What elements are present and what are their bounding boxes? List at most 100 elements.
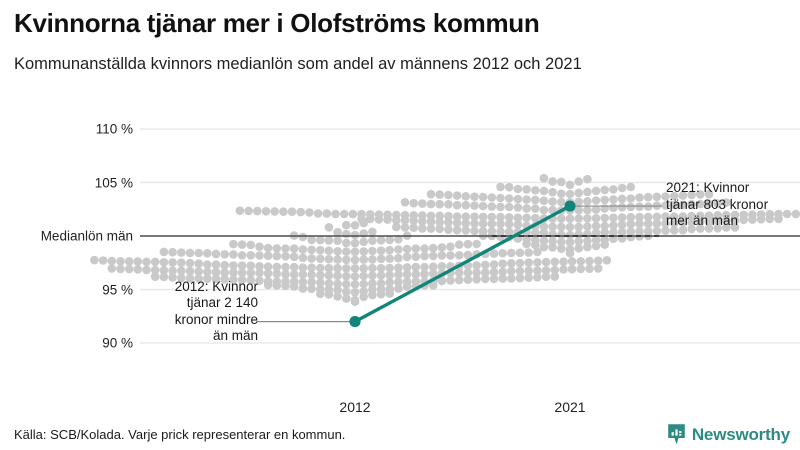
y-axis-tick-label: 110 %	[95, 121, 133, 137]
municipality-dot	[272, 269, 282, 279]
municipality-dot	[565, 222, 575, 232]
municipality-dot	[359, 271, 369, 281]
municipality-dot	[446, 242, 455, 251]
municipality-dot	[296, 207, 306, 217]
municipality-dot	[426, 199, 436, 209]
municipality-dot	[142, 265, 151, 275]
municipality-dot	[583, 197, 592, 206]
municipality-dot	[600, 213, 609, 223]
municipality-dot	[385, 263, 395, 273]
municipality-dot	[609, 221, 618, 230]
municipality-dot	[444, 190, 453, 200]
municipality-dot	[237, 251, 247, 260]
municipality-dot	[342, 287, 351, 297]
municipality-dot	[220, 250, 229, 259]
municipality-dot	[565, 180, 575, 190]
municipality-dot	[557, 197, 566, 207]
municipality-dot	[565, 189, 575, 199]
municipality-dot	[333, 271, 342, 281]
municipality-dot	[643, 227, 653, 236]
municipality-dot	[550, 272, 560, 281]
brand-logo: Newsworthy	[667, 423, 790, 446]
municipality-dot	[617, 183, 627, 193]
municipality-dot	[478, 201, 488, 211]
municipality-dot	[696, 217, 705, 226]
municipality-dot	[557, 244, 566, 253]
source-note: Källa: SCB/Kolada. Varje prick represent…	[14, 427, 346, 442]
municipality-dot	[470, 192, 479, 201]
municipality-dot	[652, 192, 662, 202]
municipality-dot	[316, 271, 325, 280]
municipality-dot	[452, 200, 462, 210]
municipality-dot	[252, 206, 262, 216]
municipality-dot	[316, 254, 325, 264]
municipality-dot	[418, 217, 427, 226]
municipality-dot	[402, 263, 412, 272]
municipality-dot	[333, 247, 342, 256]
municipality-dot	[704, 211, 714, 220]
municipality-dot	[524, 258, 533, 267]
municipality-dot	[722, 210, 731, 220]
municipality-dot	[177, 266, 186, 276]
municipality-dot	[298, 253, 308, 263]
municipality-dot	[307, 263, 316, 273]
municipality-dot	[583, 222, 592, 231]
municipality-dot	[470, 201, 479, 210]
municipality-dot	[400, 210, 410, 220]
municipality-dot	[168, 247, 177, 257]
municipality-dot	[539, 205, 549, 215]
municipality-dot	[583, 205, 592, 215]
municipality-dot	[270, 207, 280, 216]
municipality-dot	[635, 212, 644, 222]
municipality-dot	[350, 230, 360, 240]
municipality-dot	[481, 260, 490, 270]
municipality-dot	[643, 219, 653, 228]
municipality-dot	[281, 277, 290, 286]
municipality-dot	[522, 185, 531, 194]
municipality-dot	[669, 226, 679, 235]
municipality-dot	[229, 250, 238, 259]
municipality-dot	[626, 219, 636, 229]
municipality-dot	[678, 218, 688, 227]
municipality-dot	[385, 254, 395, 263]
municipality-dot	[669, 200, 679, 210]
municipality-dot	[585, 264, 594, 274]
municipality-dot	[342, 279, 351, 289]
municipality-dot	[687, 200, 696, 209]
municipality-dot	[333, 285, 342, 295]
municipality-dot	[539, 196, 549, 205]
municipality-dot	[635, 193, 644, 202]
municipality-dot	[533, 247, 542, 257]
municipality-dot	[426, 189, 436, 199]
municipality-dot	[333, 279, 342, 289]
municipality-dot	[272, 262, 282, 272]
municipality-dot	[220, 260, 229, 270]
municipality-dot	[602, 255, 612, 265]
municipality-dot	[211, 267, 221, 277]
municipality-dot	[229, 275, 238, 284]
municipality-dot	[272, 251, 282, 261]
municipality-dot	[539, 228, 549, 238]
municipality-dot	[159, 266, 169, 275]
municipality-dot	[237, 240, 247, 249]
municipality-dot	[342, 220, 351, 230]
municipality-dot	[472, 261, 481, 270]
municipality-dot	[748, 210, 757, 219]
municipality-dot	[426, 224, 436, 233]
municipality-dot	[791, 209, 800, 219]
municipality-dot	[461, 219, 471, 228]
municipality-dot	[428, 262, 438, 272]
municipality-dot	[316, 263, 325, 273]
municipality-dot	[348, 209, 358, 219]
municipality-dot	[359, 247, 369, 256]
municipality-dot	[402, 277, 412, 287]
municipality-dot	[522, 213, 531, 223]
municipality-dot	[498, 267, 508, 277]
municipality-dot	[713, 199, 722, 208]
municipality-dot	[289, 277, 299, 287]
municipality-dot	[782, 209, 792, 219]
municipality-dot	[420, 262, 429, 272]
municipality-dot	[559, 257, 568, 267]
municipality-dot	[452, 212, 462, 221]
municipality-dot	[376, 246, 386, 255]
